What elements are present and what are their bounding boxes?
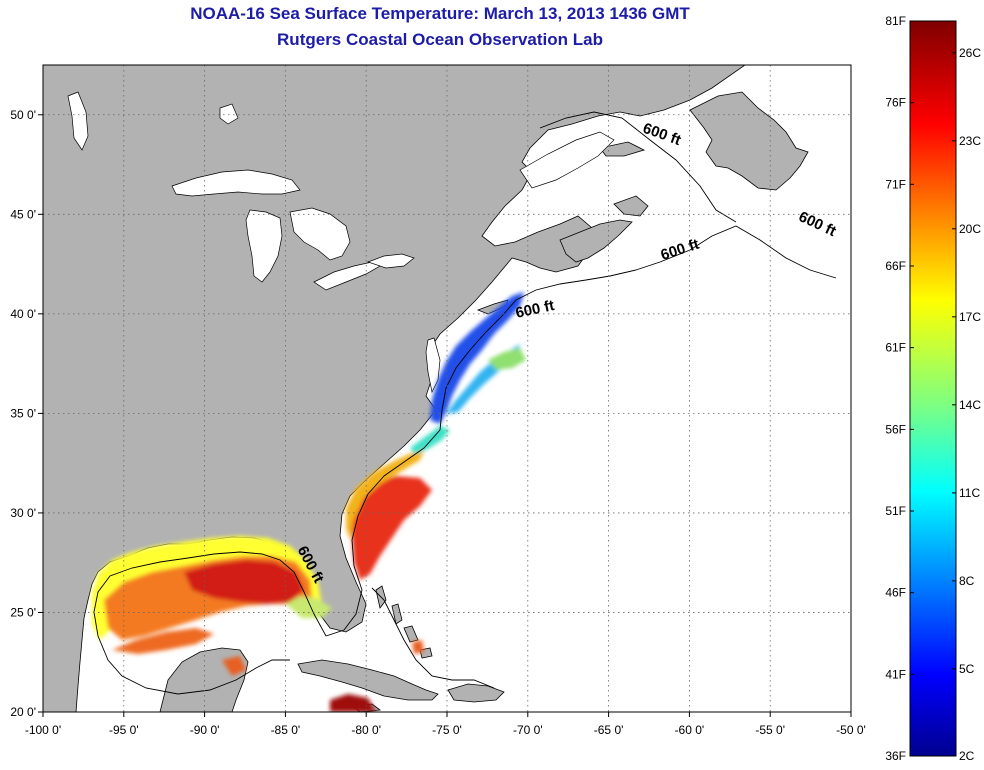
colorbar-c-label: 11C: [959, 486, 980, 500]
lat-tick-label: 30 0': [10, 506, 36, 520]
colorbar-f-label: 46F: [885, 586, 906, 600]
colorbar-celsius-scale: 26C 23C 20C 17C 14C 11C 8C 5C 2C: [952, 46, 981, 763]
anticosti-island: [599, 141, 646, 157]
lon-tick-label: -60 0': [675, 723, 705, 737]
lat-tick-label: 40 0': [10, 307, 36, 321]
colorbar-fahrenheit-scale: 81F 76F 71F 66F 61F 56F 51F 46F 41F 36F: [885, 14, 914, 763]
cuba-island: [297, 659, 439, 701]
lon-tick-label: -70 0': [513, 723, 543, 737]
sst-florida-keys-green: [286, 596, 332, 618]
colorbar-c-label: 5C: [959, 662, 975, 676]
lon-tick-label: -90 0': [190, 723, 220, 737]
colorbar-f-label: 51F: [885, 504, 906, 518]
colorbar-c-label: 8C: [959, 574, 975, 588]
contour-600ft-northeast: [515, 225, 837, 301]
colorbar-f-label: 81F: [885, 14, 906, 28]
latitude-axis: 50 0' 45 0' 40 0' 35 0' 30 0' 25 0' 20 0': [10, 108, 43, 719]
colorbar-f-label: 36F: [885, 749, 906, 763]
contour-600ft-mid-atlantic: [439, 299, 517, 431]
colorbar-f-label: 61F: [885, 341, 906, 355]
depth-contours: [93, 111, 837, 695]
colorbar-c-label: 14C: [959, 398, 981, 412]
lat-tick-label: 20 0': [10, 705, 36, 719]
colorbar-f-label: 56F: [885, 422, 906, 436]
lat-tick-label: 25 0': [10, 605, 36, 619]
lon-tick-label: -55 0': [755, 723, 785, 737]
sst-carolina-shelf-yellow: [346, 446, 426, 540]
sst-loop-current-red: [184, 560, 304, 604]
colorbar-f-label: 71F: [885, 177, 906, 191]
lat-tick-label: 45 0': [10, 207, 36, 221]
st-lawrence-estuary: [519, 131, 615, 189]
lat-tick-label: 35 0': [10, 406, 36, 420]
lon-tick-label: -65 0': [594, 723, 624, 737]
colorbar-f-label: 41F: [885, 667, 906, 681]
bahamas-islands: [375, 585, 433, 659]
map-subtitle: Rutgers Coastal Ocean Observation Lab: [277, 30, 603, 49]
colorbar-c-label: 26C: [959, 46, 981, 60]
longitude-axis: -100 0' -95 0' -90 0' -85 0' -80 0' -75 0' -70…: [25, 712, 866, 737]
contour-bahamas: [371, 587, 495, 689]
lakes: [67, 91, 615, 394]
colorbar-f-label: 66F: [885, 259, 906, 273]
colorbar-c-label: 23C: [959, 134, 981, 148]
cape-breton-pei-land: [613, 195, 649, 217]
map-title: NOAA-16 Sea Surface Temperature: March 1…: [190, 4, 690, 23]
sst-caribbean-warm: [330, 694, 376, 712]
lon-tick-label: -75 0': [432, 723, 462, 737]
sst-cape-hatteras-cyan: [410, 426, 450, 454]
lake-nipigon: [219, 103, 239, 125]
sst-mid-atlantic-blue: [430, 292, 524, 424]
newfoundland-island: [689, 91, 809, 191]
lake-superior: [171, 169, 301, 197]
lake-michigan: [245, 209, 283, 283]
colorbar-c-label: 20C: [959, 222, 981, 236]
lon-tick-label: -100 0': [25, 723, 61, 737]
contour-600ft-southeast: [325, 429, 441, 637]
sst-slope-green-patch: [488, 348, 526, 370]
sst-gulf-south-patches: [112, 628, 214, 654]
colorbar-c-label: 2C: [959, 749, 975, 763]
lon-tick-label: -95 0': [109, 723, 139, 737]
lon-tick-label: -80 0': [351, 723, 381, 737]
lat-tick-label: 50 0': [10, 108, 36, 122]
lake-huron: [289, 207, 351, 261]
lake-winnipeg: [67, 91, 89, 151]
nova-scotia-land: [559, 219, 633, 263]
hispaniola-island: [447, 683, 505, 703]
chesapeake-bay: [425, 337, 441, 394]
colorbar-c-label: 17C: [959, 310, 981, 324]
lake-ontario: [366, 253, 415, 269]
colorbar: [909, 20, 957, 757]
land-masses: [43, 65, 809, 712]
colorbar-f-label: 76F: [885, 96, 906, 110]
sst-imagery: [92, 292, 526, 712]
contour-600ft-gulf-stlawrence: [539, 111, 737, 223]
sst-gulf-stream-east-florida: [352, 476, 432, 580]
contour-600ft-gulf: [93, 551, 327, 695]
lon-tick-label: -50 0': [836, 723, 866, 737]
lon-tick-label: -85 0': [271, 723, 301, 737]
